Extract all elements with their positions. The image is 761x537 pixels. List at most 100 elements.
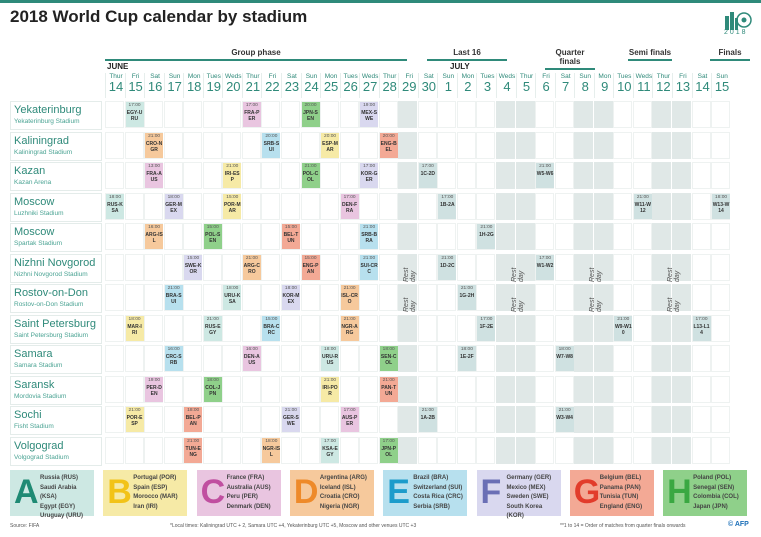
day-cell xyxy=(613,223,633,250)
day-cell xyxy=(632,223,652,250)
day-cell xyxy=(496,284,515,311)
match-time: 17:00 xyxy=(324,438,337,444)
day-cell xyxy=(515,253,535,281)
match-cell: 18:00 RUS-KSA xyxy=(106,193,124,219)
match-teams: KSA-EGY xyxy=(322,445,338,458)
day-cell xyxy=(574,131,594,159)
day-cell xyxy=(163,375,183,403)
day-cell xyxy=(124,253,144,281)
day-header: Tues 3 xyxy=(476,73,497,98)
match-teams: NGR-ISL xyxy=(262,445,281,458)
day-header: Thur 5 xyxy=(515,73,537,98)
match-time: 21:00 xyxy=(539,164,552,169)
day-cell xyxy=(671,375,691,403)
team-name: Sweden (SWE) xyxy=(506,494,549,500)
city-name: Rostov-on-Don xyxy=(14,287,88,299)
team-name: Iran (IRI) xyxy=(133,503,158,510)
day-number: 23 xyxy=(284,79,300,94)
day-cell xyxy=(476,375,496,403)
match-teams: W9-W10 xyxy=(614,323,632,336)
team-name: Saudi Arabia (KSA) xyxy=(40,484,77,501)
day-number: 28 xyxy=(382,79,397,94)
day-cell xyxy=(593,436,613,464)
day-cell xyxy=(339,436,359,464)
day-cell xyxy=(163,436,183,464)
day-cell xyxy=(613,253,633,281)
day-cell xyxy=(632,162,652,189)
match-cell: 21:00 IRI-POR xyxy=(321,376,340,402)
day-cell xyxy=(535,223,555,250)
day-cell xyxy=(691,253,711,281)
day-number: 17 xyxy=(167,79,182,94)
order-note: **1 to 14 = Order of matches from quarte… xyxy=(560,523,686,529)
day-number: 16 xyxy=(147,79,163,94)
match-teams: MAR-IRI xyxy=(127,323,142,336)
day-cell xyxy=(261,192,281,220)
day-cell xyxy=(554,253,574,281)
team-name: Panama (PAN) xyxy=(599,484,641,491)
stadium-label: Saransk Mordovia Stadium xyxy=(10,375,102,405)
day-cell xyxy=(144,436,164,464)
day-cell xyxy=(711,284,731,311)
day-number: 14 xyxy=(695,79,710,94)
group-legend-c: C France (FRA) Australia (AUS) Peru (PER) De… xyxy=(196,470,281,516)
day-name: Tues xyxy=(206,73,221,80)
match-time: 15:00 xyxy=(284,225,297,230)
match-teams: 1F-2E xyxy=(479,323,494,330)
match-teams: ESP-MAR xyxy=(322,140,338,153)
day-cell xyxy=(163,162,183,189)
day-cell xyxy=(652,375,672,403)
day-cell xyxy=(202,162,222,189)
day-header: Mon 25 xyxy=(320,73,341,98)
match-teams: KOR-GER xyxy=(360,171,378,183)
team-name: Morocco (MAR) xyxy=(133,494,178,500)
day-cell xyxy=(554,436,574,464)
day-cell xyxy=(496,223,515,250)
match-time: 17:00 xyxy=(343,408,356,413)
day-cell xyxy=(417,345,437,372)
match-teams: AUS-PER xyxy=(341,415,358,427)
day-cell xyxy=(515,345,535,372)
day-cell xyxy=(417,436,437,464)
day-cell xyxy=(398,345,418,372)
day-cell xyxy=(515,131,535,159)
day-cell xyxy=(652,345,672,372)
day-cell xyxy=(632,375,652,403)
day-cell xyxy=(105,253,124,281)
match-cell: 21:00 W3-W4 xyxy=(555,407,574,432)
rest-day-label: Rest day xyxy=(588,267,603,282)
day-number: 8 xyxy=(581,79,589,94)
group-teams: Russia (RUS) Saudi Arabia (KSA) Egypt (EGY… xyxy=(40,474,94,522)
stadium-label: Yekaterinburg Yekaterinburg Stadium xyxy=(10,101,102,130)
group-letter: H xyxy=(667,473,692,511)
day-cell xyxy=(320,162,340,189)
day-cell xyxy=(417,375,437,403)
match-time: 20:00 xyxy=(382,133,395,139)
day-cell xyxy=(359,406,379,433)
day-cell xyxy=(398,314,418,342)
day-cell xyxy=(144,406,164,433)
group-letter: E xyxy=(387,473,410,511)
team-name: Colombia (COL) xyxy=(693,494,739,500)
match-time: 18:00 xyxy=(128,316,141,322)
day-header: Sat 7 xyxy=(554,73,576,98)
stadium-label: Moscow Spartak Stadium xyxy=(10,223,102,252)
day-cell xyxy=(241,192,261,220)
match-teams: GER-SWE xyxy=(283,415,299,427)
day-cell xyxy=(671,162,691,189)
match-cell: 16:00 CRC-SRB xyxy=(164,346,183,371)
day-cell xyxy=(554,284,574,311)
day-cell xyxy=(378,162,398,189)
match-time: 18:00 xyxy=(460,347,473,352)
day-name: Thur xyxy=(656,73,671,80)
day-header: Weds 20 xyxy=(222,73,243,98)
day-cell xyxy=(105,131,124,159)
team-name: Senegal (SEN) xyxy=(693,484,735,491)
day-cell xyxy=(574,192,594,220)
day-header: Thur 28 xyxy=(378,73,400,98)
stadium-name: Mordovia Stadium xyxy=(14,392,67,400)
day-cell xyxy=(437,223,457,250)
match-time: 17:00 xyxy=(441,194,454,200)
day-cell xyxy=(105,223,124,250)
match-teams: 1C-2D xyxy=(420,171,436,177)
